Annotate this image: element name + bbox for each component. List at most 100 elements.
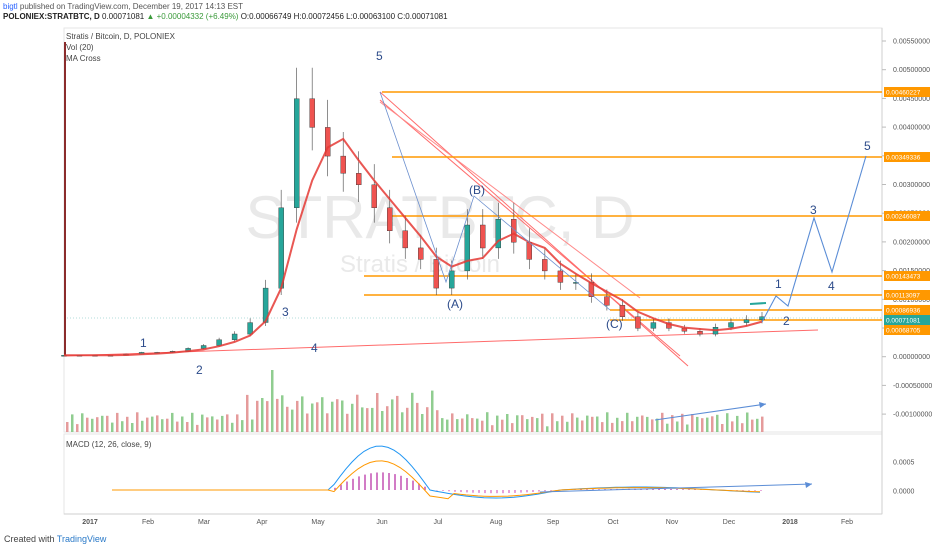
candle xyxy=(262,287,269,323)
x-tick-label: Sep xyxy=(547,519,560,526)
x-tick-label: Mar xyxy=(198,519,211,526)
wave-label: 5 xyxy=(864,139,871,153)
projection-path[interactable] xyxy=(761,155,867,323)
volume-bar xyxy=(191,412,194,432)
arrow-head-icon xyxy=(759,402,766,408)
volume-bar xyxy=(156,415,159,432)
macd-hist-bar xyxy=(484,490,486,494)
x-tick-label: 2018 xyxy=(782,519,798,526)
macd-hist-bar xyxy=(478,490,480,493)
wave-label: 2 xyxy=(783,314,790,328)
macd-trend-arrow[interactable] xyxy=(539,483,813,493)
volume-bar xyxy=(371,407,374,432)
x-tick-label: Oct xyxy=(608,519,619,526)
macd-hist-bar xyxy=(592,489,594,490)
volume-bar xyxy=(521,415,524,432)
candle xyxy=(635,316,641,329)
volume-bar xyxy=(451,413,454,432)
candle xyxy=(402,230,408,249)
wave-label: 1 xyxy=(775,277,782,291)
wave-labels: 1 2 3 4 5 (A) (B) (C) 1 2 3 4 5 xyxy=(140,49,871,377)
macd-hist-bar xyxy=(544,490,546,492)
volume-bar xyxy=(436,410,439,432)
volume-bar xyxy=(126,416,129,432)
macd-hist-bar xyxy=(394,474,396,490)
price-change: ▲ +0.00004332 (+6.49%) xyxy=(146,12,239,21)
trendline-lower[interactable] xyxy=(379,99,681,357)
volume-bar xyxy=(261,398,264,432)
y-tick-label: 0.00000000 xyxy=(893,354,930,361)
volume-bar xyxy=(501,419,504,432)
footer-created: Created with xyxy=(4,534,55,544)
macd-hist-bar xyxy=(538,490,540,492)
macd-hist-bar xyxy=(388,473,390,490)
ohlc-line: POLONIEX:STRATBTC, D 0.00071081 ▲ +0.000… xyxy=(3,12,448,21)
volume-bar xyxy=(201,414,204,432)
volume-bar xyxy=(666,423,669,432)
macd-hist-bar xyxy=(532,490,534,492)
author-link[interactable]: bigtl xyxy=(3,2,18,11)
legend-volume[interactable]: Vol (20) xyxy=(66,43,94,52)
macd-hist-bar xyxy=(448,490,450,492)
x-tick-label: Jul xyxy=(434,519,443,526)
volume-bar xyxy=(66,422,69,432)
candle xyxy=(325,127,331,157)
candle xyxy=(511,218,517,243)
macd-hist-bar xyxy=(604,489,606,490)
trendline-inner[interactable] xyxy=(379,101,641,299)
volume-bar xyxy=(471,418,474,432)
macd-hist-bar xyxy=(598,489,600,490)
volume-bar xyxy=(131,423,134,432)
publish-text: published on TradingView.com, December 1… xyxy=(17,2,244,11)
macd-hist-bar xyxy=(460,490,462,493)
macd-hist-bar xyxy=(676,489,678,490)
legend-macd[interactable]: MACD (12, 26, close, 9) xyxy=(66,440,152,449)
volume-bar xyxy=(286,406,289,432)
volume-bar xyxy=(341,400,344,432)
volume-bar xyxy=(576,417,579,432)
volume-bar xyxy=(136,412,139,432)
volume-bar xyxy=(176,421,179,432)
macd-hist-bar xyxy=(670,489,672,490)
volume-bar xyxy=(701,418,704,432)
volume-bar xyxy=(656,418,659,432)
tradingview-logo[interactable]: TradingView xyxy=(56,534,107,544)
volume-bar xyxy=(696,416,699,432)
volume-bar xyxy=(351,403,354,432)
volume-bar xyxy=(486,412,489,432)
candle xyxy=(743,319,750,323)
candle xyxy=(728,322,734,328)
volume-bar xyxy=(726,413,729,432)
wave-path xyxy=(379,91,611,311)
volume-bar xyxy=(556,421,559,432)
wave-label: (B) xyxy=(469,183,485,197)
wave-label: 4 xyxy=(828,279,835,293)
price-levels[interactable] xyxy=(64,91,882,321)
wave-label: 1 xyxy=(140,336,147,350)
drawn-mark xyxy=(749,302,767,305)
candle xyxy=(247,322,253,335)
y-tick-label: 0.00400000 xyxy=(893,125,930,132)
wave-label: (A) xyxy=(447,297,463,311)
macd-hist-bar xyxy=(586,489,588,490)
legend-title[interactable]: Stratis / Bitcoin, D, POLONIEX xyxy=(66,32,175,41)
macd-hist-bar xyxy=(352,478,354,490)
volume-bar xyxy=(336,399,339,432)
volume-trend-arrow[interactable] xyxy=(654,403,767,421)
volume-bar xyxy=(426,407,429,432)
legend-ma-cross[interactable]: MA Cross xyxy=(66,54,101,63)
price-tag: 0.00460227 xyxy=(886,90,921,97)
volume-bar xyxy=(71,414,74,432)
volume-bar xyxy=(306,413,309,432)
macd-hist-bar xyxy=(454,490,456,492)
volume-bar xyxy=(281,395,284,432)
price-tag: 0.00349336 xyxy=(886,155,921,162)
volume-bar xyxy=(276,398,279,432)
y-tick-label: 0.00300000 xyxy=(893,182,930,189)
volume-bar xyxy=(406,407,409,432)
candle xyxy=(371,184,377,209)
volume-bar xyxy=(326,413,329,432)
volume-bar xyxy=(311,403,314,432)
volume-bar xyxy=(376,393,379,432)
